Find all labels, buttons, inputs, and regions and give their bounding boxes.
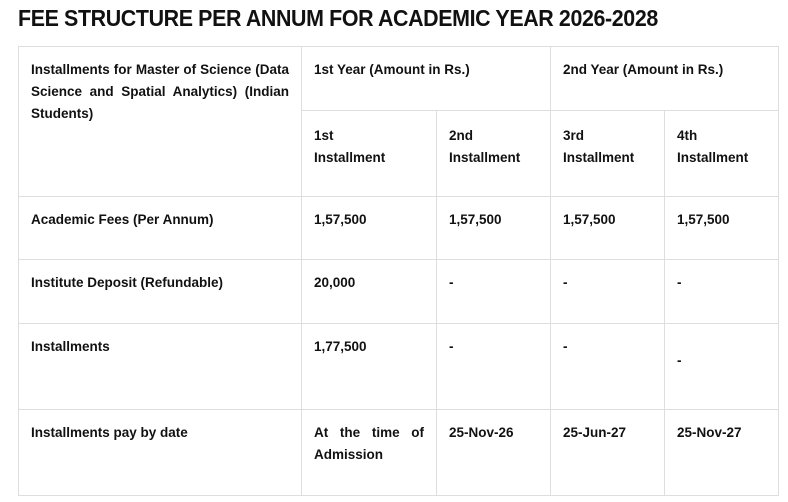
installment-ordinal: 3rd xyxy=(563,128,585,143)
year-header-cell: 1st Year (Amount in Rs.) xyxy=(300,46,552,111)
table-cell: 1,57,500 xyxy=(550,196,666,260)
table-cell: 1,77,500 xyxy=(301,323,437,410)
installment-header-row: 1st Installment 2nd Installment 3rd Inst… xyxy=(19,110,780,197)
installment-word: Installment xyxy=(314,150,386,165)
year-1-header: 1st Year (Amount in Rs.) xyxy=(314,62,470,77)
year-2-header: 2nd Year (Amount in Rs.) xyxy=(563,62,724,77)
table-cell: - xyxy=(664,259,780,324)
table-cell: 25-Nov-27 xyxy=(664,409,780,496)
row-label: Institute Deposit (Refundable) xyxy=(18,259,302,324)
installment-ordinal: 4th xyxy=(677,128,698,143)
installment-header-cell: 2nd Installment xyxy=(435,110,552,197)
table-cell: - xyxy=(435,323,552,410)
table-cell: - xyxy=(664,323,780,410)
table-row: Institute Deposit (Refundable) 20,000 - … xyxy=(18,259,780,324)
installment-ordinal: 2nd xyxy=(449,128,474,143)
installment-header-cell: 4th Installment xyxy=(664,110,780,197)
installment-word: Installment xyxy=(677,150,749,165)
fee-structure-table: Installments for Master of Science (Data… xyxy=(18,46,780,496)
installment-ordinal: 1st xyxy=(314,128,334,143)
table-cell: 1,57,500 xyxy=(664,196,780,260)
installment-word: Installment xyxy=(449,150,521,165)
table-cell: - xyxy=(550,259,666,324)
table-header-row: Installments for Master of Science (Data… xyxy=(18,46,780,197)
table-cell: At the time of Admission xyxy=(301,409,437,496)
table-cell: - xyxy=(550,323,666,410)
table-cell: 1,57,500 xyxy=(435,196,552,260)
installment-header-cell: 3rd Installment xyxy=(550,110,666,197)
program-label: Installments for Master of Science (Data… xyxy=(31,62,289,121)
table-cell: 20,000 xyxy=(301,259,437,324)
table-cell: 1,57,500 xyxy=(301,196,437,260)
table-cell-value: - xyxy=(677,353,682,368)
corner-header-cell: Installments for Master of Science (Data… xyxy=(18,46,302,197)
table-cell: - xyxy=(435,259,552,324)
year-header-cell: 2nd Year (Amount in Rs.) xyxy=(550,46,780,111)
table-row: Installments 1,77,500 - - - xyxy=(18,323,780,410)
row-label: Academic Fees (Per Annum) xyxy=(18,196,302,260)
row-label: Installments pay by date xyxy=(18,409,302,496)
page-title: FEE STRUCTURE PER ANNUM FOR ACADEMIC YEA… xyxy=(18,5,658,31)
row-label: Installments xyxy=(18,323,302,410)
table-cell: 25-Jun-27 xyxy=(550,409,666,496)
installment-word: Installment xyxy=(563,150,635,165)
table-cell: 25-Nov-26 xyxy=(435,409,552,496)
table-row: Installments pay by date At the time of … xyxy=(18,409,780,496)
installment-header-cell: 1st Installment xyxy=(301,110,437,197)
table-row: Academic Fees (Per Annum) 1,57,500 1,57,… xyxy=(18,196,780,260)
